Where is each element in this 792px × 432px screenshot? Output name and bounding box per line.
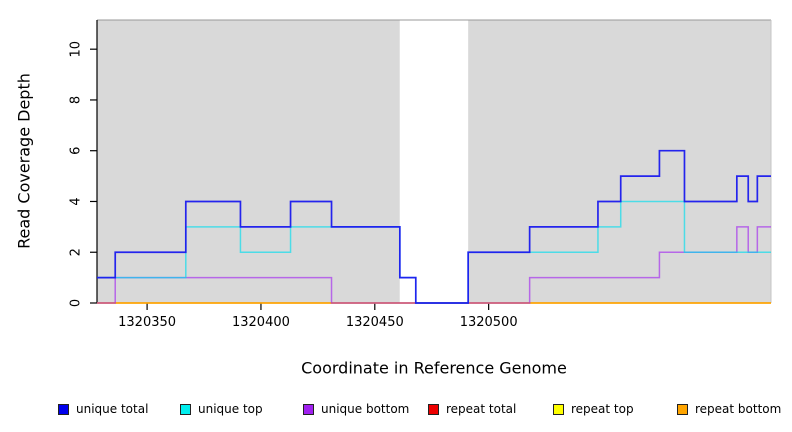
legend-label: repeat top — [571, 402, 634, 416]
y-tick-label: 2 — [69, 248, 84, 256]
legend-item-unique-bottom: unique bottom — [303, 402, 409, 416]
legend-swatch-repeat-total — [428, 403, 439, 415]
legend-swatch-repeat-bottom — [677, 403, 688, 415]
legend-label: unique top — [198, 402, 263, 416]
legend-item-repeat-top: repeat top — [553, 402, 634, 416]
series-unique-total-line — [97, 149, 771, 304]
y-tick-label: 6 — [69, 147, 84, 155]
x-tick-label: 1320400 — [232, 315, 290, 330]
masked-region — [399, 20, 469, 303]
x-tick-label: 1320350 — [118, 315, 176, 330]
y-tick-label: 10 — [69, 41, 84, 58]
legend-item-unique-total: unique total — [58, 402, 148, 416]
legend-swatch-repeat-top — [553, 403, 564, 415]
legend-item-repeat-total: repeat total — [428, 402, 516, 416]
legend-swatch-unique-total — [58, 403, 69, 415]
x-tick-label: 1320500 — [460, 315, 518, 330]
panel-background-left — [97, 20, 400, 303]
legend-item-repeat-bottom: repeat bottom — [677, 402, 781, 416]
legend-label: repeat total — [446, 402, 517, 416]
y-tick-label: 4 — [69, 197, 84, 205]
legend-label: repeat bottom — [695, 402, 782, 416]
legend-swatch-unique-bottom — [303, 403, 314, 415]
legend-item-unique-top: unique top — [180, 402, 263, 416]
y-tick-label: 0 — [69, 299, 84, 307]
x-tick-label: 1320450 — [346, 315, 404, 330]
legend-label: unique bottom — [321, 402, 410, 416]
y-axis-title: Read Coverage Depth — [14, 73, 34, 249]
y-tick-label: 8 — [69, 96, 84, 104]
legend-label: unique total — [76, 402, 149, 416]
panel-background-right — [468, 20, 771, 303]
legend-swatch-unique-top — [180, 403, 191, 415]
x-axis-title: Coordinate in Reference Genome — [301, 358, 567, 378]
